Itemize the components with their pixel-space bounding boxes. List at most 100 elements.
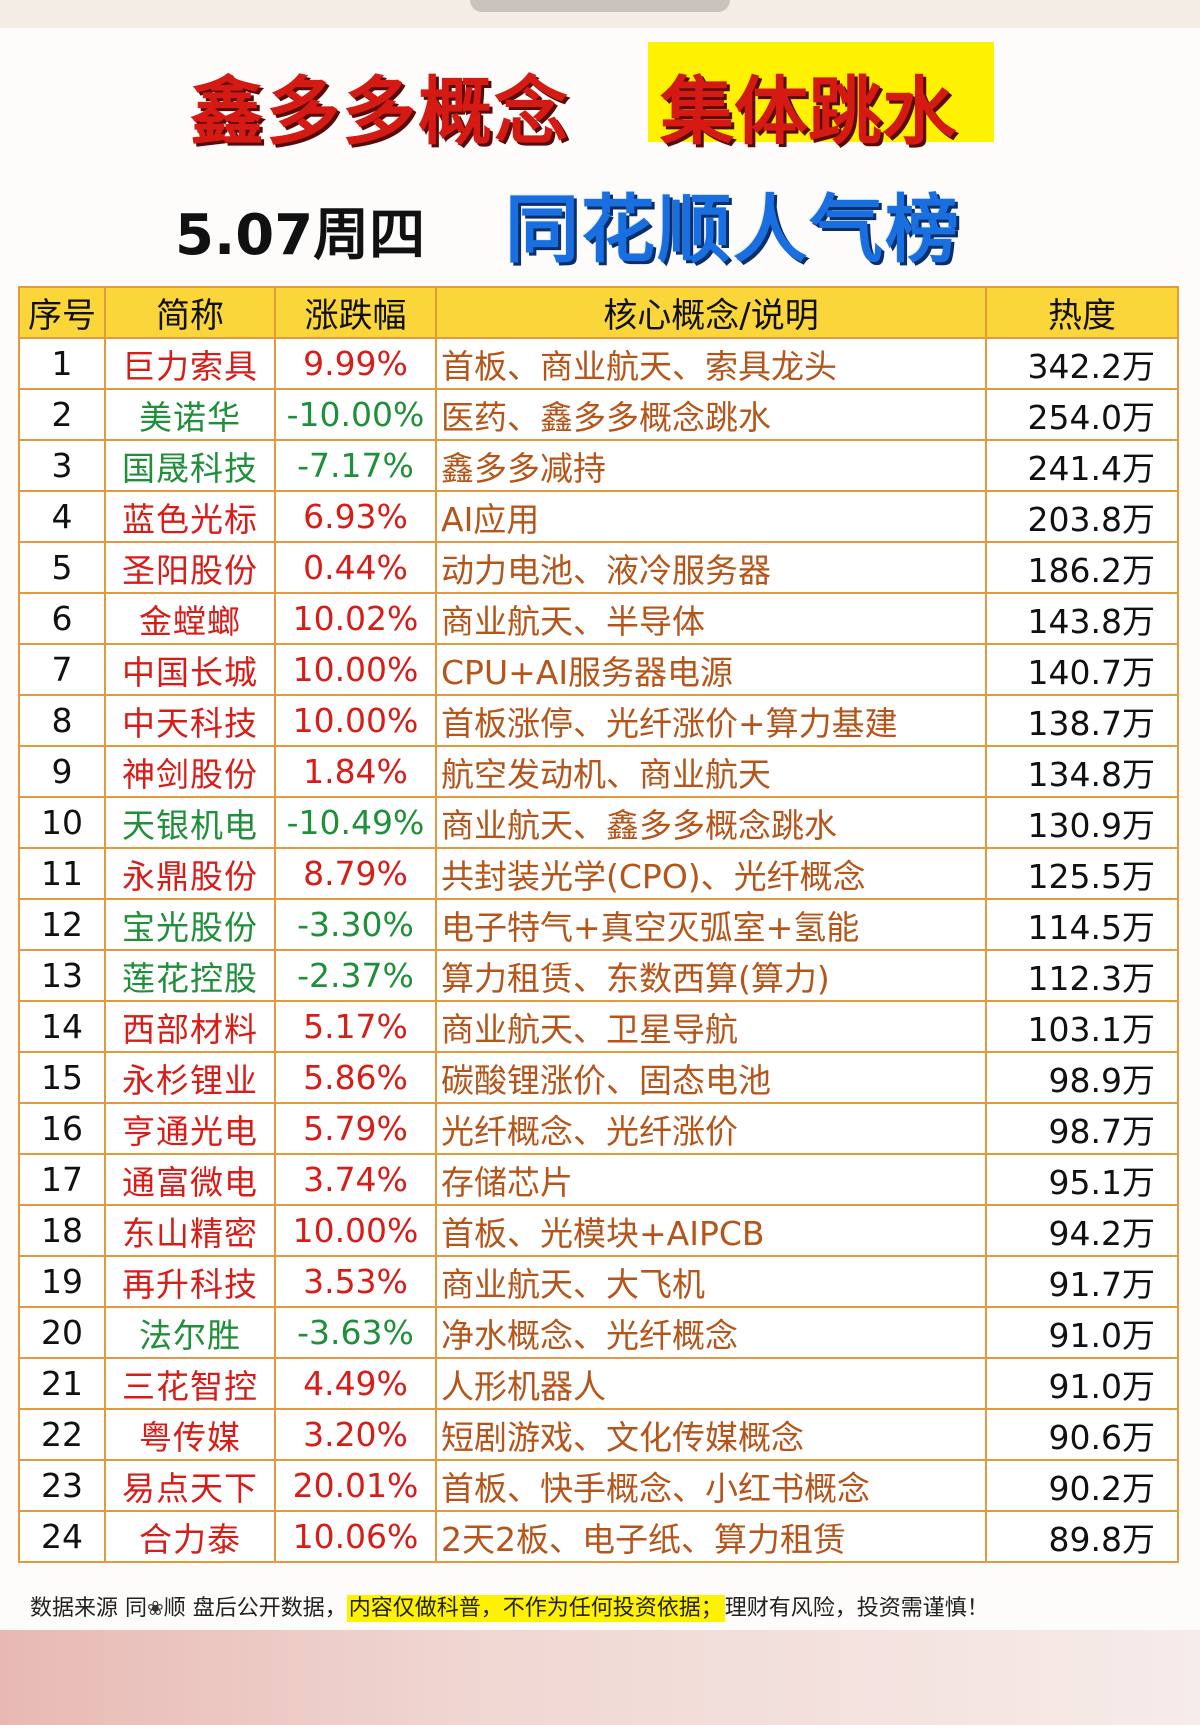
stock-name-cell: 永鼎股份 (104, 847, 276, 900)
concept-cell: 首板、快手概念、小红书概念 (435, 1459, 987, 1512)
heat-cell: 140.7万 (985, 643, 1179, 696)
stock-name-cell: 法尔胜 (104, 1306, 276, 1359)
footer-source-prefix: 数据来源 同 (30, 1596, 147, 1621)
heat-cell: 89.8万 (985, 1510, 1179, 1563)
stock-name-cell: 永杉锂业 (104, 1051, 276, 1104)
stock-name-cell: 易点天下 (104, 1459, 276, 1512)
table-row: 21 三花智控 4.49% 人形机器人 91.0万 (18, 1357, 1179, 1410)
table-body: 1 巨力索具 9.99% 首板、商业航天、索具龙头 342.2万 2 美诺华 -10.00% 医… (18, 337, 1179, 1563)
concept-cell: 算力租赁、东数西算(算力) (435, 949, 987, 1002)
heat-cell: 125.5万 (985, 847, 1179, 900)
rank-cell: 11 (18, 847, 106, 900)
concept-cell: 商业航天、半导体 (435, 592, 987, 645)
stock-name-cell: 亨通光电 (104, 1102, 276, 1155)
footer-note: 数据来源 同❀顺 盘后公开数据，内容仅做科普，不作为任何投资依据；理财有风险，投… (30, 1590, 989, 1622)
heat-cell: 114.5万 (985, 898, 1179, 951)
table-row: 15 永杉锂业 5.86% 碳酸锂涨价、固态电池 98.9万 (18, 1051, 1179, 1104)
heat-cell: 134.8万 (985, 745, 1179, 798)
table-row: 3 国晟科技 -7.17% 鑫多多减持 241.4万 (18, 439, 1179, 492)
table-row: 16 亨通光电 5.79% 光纤概念、光纤涨价 98.7万 (18, 1102, 1179, 1155)
bottom-band (0, 1630, 1200, 1725)
stock-name-cell: 再升科技 (104, 1255, 276, 1308)
stock-name-cell: 莲花控股 (104, 949, 276, 1002)
change-cell: 10.00% (274, 643, 437, 696)
concept-cell: CPU+AI服务器电源 (435, 643, 987, 696)
heat-cell: 203.8万 (985, 490, 1179, 543)
rank-cell: 5 (18, 541, 106, 594)
concept-cell: 鑫多多减持 (435, 439, 987, 492)
concept-cell: 净水概念、光纤概念 (435, 1306, 987, 1359)
stock-name-cell: 粤传媒 (104, 1408, 276, 1461)
header-heat: 热度 (985, 286, 1179, 339)
table-row: 4 蓝色光标 6.93% AI应用 203.8万 (18, 490, 1179, 543)
table-row: 13 莲花控股 -2.37% 算力租赁、东数西算(算力) 112.3万 (18, 949, 1179, 1002)
change-cell: -10.49% (274, 796, 437, 849)
stock-name-cell: 巨力索具 (104, 337, 276, 390)
heat-cell: 98.7万 (985, 1102, 1179, 1155)
change-cell: -7.17% (274, 439, 437, 492)
concept-cell: AI应用 (435, 490, 987, 543)
header-name: 简称 (104, 286, 276, 339)
rank-cell: 23 (18, 1459, 106, 1512)
header-concept: 核心概念/说明 (435, 286, 987, 339)
table-row: 5 圣阳股份 0.44% 动力电池、液冷服务器 186.2万 (18, 541, 1179, 594)
rank-cell: 7 (18, 643, 106, 696)
table-row: 22 粤传媒 3.20% 短剧游戏、文化传媒概念 90.6万 (18, 1408, 1179, 1461)
rank-cell: 20 (18, 1306, 106, 1359)
concept-cell: 动力电池、液冷服务器 (435, 541, 987, 594)
concept-cell: 共封装光学(CPO)、光纤概念 (435, 847, 987, 900)
stock-name-cell: 中天科技 (104, 694, 276, 747)
change-cell: 3.53% (274, 1255, 437, 1308)
change-cell: 8.79% (274, 847, 437, 900)
title-highlight-box: 集体跳水 (648, 42, 994, 155)
change-cell: 9.99% (274, 337, 437, 390)
table-row: 17 通富微电 3.74% 存储芯片 95.1万 (18, 1153, 1179, 1206)
concept-cell: 商业航天、大飞机 (435, 1255, 987, 1308)
stock-name-cell: 圣阳股份 (104, 541, 276, 594)
table-row: 2 美诺华 -10.00% 医药、鑫多多概念跳水 254.0万 (18, 388, 1179, 441)
stock-name-cell: 中国长城 (104, 643, 276, 696)
heat-cell: 95.1万 (985, 1153, 1179, 1206)
heat-cell: 241.4万 (985, 439, 1179, 492)
heat-cell: 94.2万 (985, 1204, 1179, 1257)
table-row: 20 法尔胜 -3.63% 净水概念、光纤概念 91.0万 (18, 1306, 1179, 1359)
heat-cell: 342.2万 (985, 337, 1179, 390)
heat-cell: 91.0万 (985, 1357, 1179, 1410)
concept-cell: 商业航天、鑫多多概念跳水 (435, 796, 987, 849)
heat-cell: 90.6万 (985, 1408, 1179, 1461)
table-row: 14 西部材料 5.17% 商业航天、卫星导航 103.1万 (18, 1000, 1179, 1053)
change-cell: 5.17% (274, 1000, 437, 1053)
footer-disclaimer: 内容仅做科普，不作为任何投资依据； (346, 1595, 725, 1622)
table-row: 19 再升科技 3.53% 商业航天、大飞机 91.7万 (18, 1255, 1179, 1308)
flower-icon: ❀ (147, 1596, 164, 1620)
rank-cell: 21 (18, 1357, 106, 1410)
stock-name-cell: 美诺华 (104, 388, 276, 441)
table-row: 18 东山精密 10.00% 首板、光模块+AIPCB 94.2万 (18, 1204, 1179, 1257)
change-cell: -2.37% (274, 949, 437, 1002)
stock-name-cell: 神剑股份 (104, 745, 276, 798)
header-change: 涨跌幅 (274, 286, 437, 339)
heat-cell: 186.2万 (985, 541, 1179, 594)
change-cell: 5.86% (274, 1051, 437, 1104)
stock-name-cell: 合力泰 (104, 1510, 276, 1563)
concept-cell: 商业航天、卫星导航 (435, 1000, 987, 1053)
change-cell: 10.00% (274, 1204, 437, 1257)
change-cell: 3.20% (274, 1408, 437, 1461)
stock-name-cell: 金螳螂 (104, 592, 276, 645)
change-cell: -3.30% (274, 898, 437, 951)
footer-source-suffix: 顺 盘后公开数据， (163, 1596, 347, 1621)
stock-name-cell: 西部材料 (104, 1000, 276, 1053)
change-cell: 20.01% (274, 1459, 437, 1512)
table-row: 24 合力泰 10.06% 2天2板、电子纸、算力租赁 89.8万 (18, 1510, 1179, 1563)
stock-name-cell: 国晟科技 (104, 439, 276, 492)
rank-cell: 4 (18, 490, 106, 543)
change-cell: 3.74% (274, 1153, 437, 1206)
rank-cell: 15 (18, 1051, 106, 1104)
concept-cell: 2天2板、电子纸、算力租赁 (435, 1510, 987, 1563)
concept-cell: 首板、光模块+AIPCB (435, 1204, 987, 1257)
change-cell: 1.84% (274, 745, 437, 798)
concept-cell: 医药、鑫多多概念跳水 (435, 388, 987, 441)
rank-cell: 17 (18, 1153, 106, 1206)
change-cell: 5.79% (274, 1102, 437, 1155)
rank-cell: 18 (18, 1204, 106, 1257)
